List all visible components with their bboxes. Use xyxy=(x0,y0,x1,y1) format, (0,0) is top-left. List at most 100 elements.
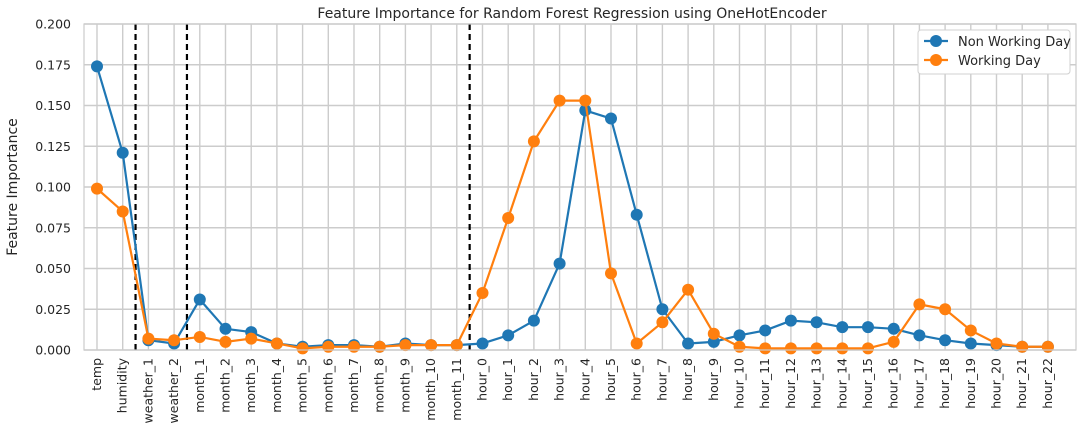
x-tick-label: hour_9 xyxy=(706,358,721,401)
data-point xyxy=(810,316,823,329)
data-point xyxy=(605,267,617,280)
y-axis-label: Feature Importance xyxy=(5,118,21,256)
x-tick-label: hour_21 xyxy=(1014,358,1029,409)
data-point xyxy=(450,339,463,352)
x-tick-label: hour_12 xyxy=(783,358,798,409)
x-tick-label: month_4 xyxy=(269,358,284,413)
data-point xyxy=(142,332,155,345)
data-point xyxy=(913,329,926,342)
data-point xyxy=(193,330,206,343)
x-tick-label: hour_14 xyxy=(834,358,849,409)
data-point xyxy=(913,298,926,311)
x-tick-label: hour_11 xyxy=(757,358,772,409)
x-tick-label: hour_6 xyxy=(629,358,644,401)
series-working-day xyxy=(91,94,1054,355)
y-tick-label: 0.075 xyxy=(35,220,71,235)
x-tick-label: hour_17 xyxy=(911,358,926,409)
data-point xyxy=(91,182,103,195)
x-tick-label: hour_22 xyxy=(1040,358,1055,409)
data-point xyxy=(322,340,335,353)
data-point xyxy=(1041,340,1054,353)
data-point xyxy=(296,342,309,355)
data-point xyxy=(939,303,952,316)
x-tick-label: month_8 xyxy=(372,358,387,413)
y-tick-label: 0.050 xyxy=(35,261,71,276)
x-tick-label: month_5 xyxy=(295,358,310,413)
legend-box xyxy=(917,29,1071,75)
legend-marker-non-working-day xyxy=(930,35,942,47)
data-point xyxy=(553,94,566,107)
chart-title: Feature Importance for Random Forest Reg… xyxy=(317,6,826,22)
x-tick-label: hour_1 xyxy=(500,358,515,401)
x-tick-label: month_2 xyxy=(218,358,233,413)
data-point xyxy=(887,335,900,348)
data-point xyxy=(733,329,746,342)
y-tick-label: 0.125 xyxy=(35,139,71,154)
x-tick-label: hour_7 xyxy=(654,358,669,401)
data-point xyxy=(476,337,489,350)
data-point xyxy=(527,135,540,148)
x-tick-label: hour_20 xyxy=(989,358,1004,409)
data-point xyxy=(733,340,746,353)
data-point xyxy=(193,293,206,306)
data-point xyxy=(810,342,823,355)
vertical-dashed-lines xyxy=(134,24,471,350)
data-point xyxy=(836,321,849,334)
x-ticks: temp humidity weather_1 weather_2 month_1 mon… xyxy=(89,357,1055,423)
data-point xyxy=(219,322,232,335)
data-point xyxy=(990,337,1003,350)
data-point xyxy=(502,211,515,224)
data-point xyxy=(373,340,386,353)
x-tick-label: hour_16 xyxy=(886,358,901,409)
data-point xyxy=(245,332,258,345)
data-point xyxy=(862,321,874,334)
data-point xyxy=(116,146,129,159)
y-ticks: 0.000 0.025 0.050 0.075 0.100 0.125 0.150 0.175… xyxy=(35,17,71,358)
data-point xyxy=(527,314,540,327)
data-point xyxy=(887,322,900,335)
x-tick-label: month_10 xyxy=(423,358,438,421)
data-point xyxy=(502,329,515,342)
data-point xyxy=(553,257,566,270)
x-tick-label: temp xyxy=(89,358,104,391)
series-line xyxy=(96,99,1048,350)
data-point xyxy=(605,112,617,125)
x-tick-label: hour_10 xyxy=(732,358,747,409)
data-point xyxy=(579,94,592,107)
legend-label-non-working-day: Non Working Day xyxy=(958,35,1071,50)
data-point xyxy=(91,60,103,73)
y-tick-label: 0.000 xyxy=(35,343,71,358)
x-tick-label: hour_19 xyxy=(963,358,978,409)
series-lines xyxy=(91,60,1054,355)
data-point xyxy=(836,342,849,355)
y-tick-label: 0.100 xyxy=(35,180,71,195)
legend-marker-working-day xyxy=(930,54,942,66)
x-tick-label: month_9 xyxy=(397,358,412,413)
y-tick-label: 0.025 xyxy=(35,302,71,317)
x-tick-label: weather_2 xyxy=(166,358,181,423)
x-tick-label: hour_8 xyxy=(680,358,695,401)
x-tick-label: month_7 xyxy=(346,358,361,413)
x-tick-label: humidity xyxy=(115,357,130,413)
data-point xyxy=(630,208,643,221)
series-line xyxy=(95,66,1048,348)
data-point xyxy=(964,337,977,350)
x-tick-label: hour_15 xyxy=(860,358,875,409)
legend-label-working-day: Working Day xyxy=(958,54,1041,69)
data-point xyxy=(939,334,952,347)
data-point xyxy=(682,283,695,296)
x-tick-label: hour_13 xyxy=(809,358,824,409)
data-point xyxy=(476,286,489,299)
data-point xyxy=(707,327,720,340)
data-point xyxy=(630,337,643,350)
x-tick-label: month_11 xyxy=(449,358,464,421)
x-tick-label: hour_2 xyxy=(526,358,541,401)
x-tick-label: hour_4 xyxy=(577,358,592,401)
data-point xyxy=(348,340,360,353)
data-point xyxy=(862,342,874,355)
data-point xyxy=(1016,340,1029,353)
x-tick-label: month_3 xyxy=(243,358,258,413)
data-point xyxy=(270,337,283,350)
data-point xyxy=(656,316,669,329)
